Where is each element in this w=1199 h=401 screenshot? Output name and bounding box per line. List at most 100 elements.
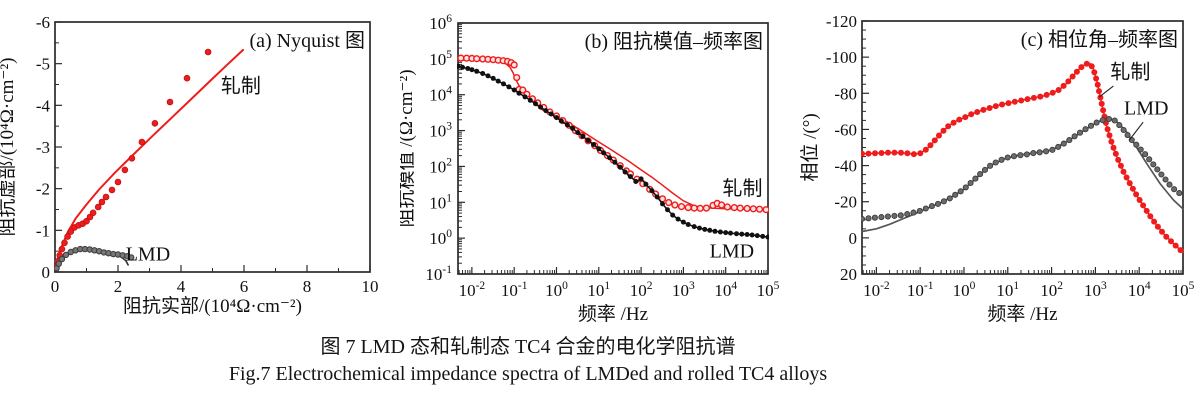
data-point — [1154, 166, 1161, 173]
data-point — [580, 133, 586, 139]
data-point — [1116, 122, 1123, 129]
data-point — [1158, 171, 1165, 178]
data-point — [684, 204, 692, 212]
data-point — [465, 66, 471, 71]
data-point — [511, 87, 517, 93]
data-point — [1098, 100, 1105, 107]
data-point — [1078, 64, 1085, 71]
data-point — [956, 116, 963, 123]
y-axis-label: 阻抗模值 /(Ω·cm⁻²) — [400, 69, 417, 227]
data-point — [1126, 180, 1133, 187]
data-point — [1093, 119, 1100, 126]
data-point — [739, 231, 745, 237]
tick-label: 100 — [429, 228, 452, 248]
data-point — [986, 105, 993, 111]
data-point — [931, 137, 938, 144]
data-point — [1172, 242, 1179, 249]
data-point — [1065, 78, 1072, 85]
tick-label: 10-2 — [863, 280, 890, 300]
tick-label: -6 — [36, 13, 50, 32]
data-point — [204, 48, 212, 56]
data-point — [1115, 156, 1122, 163]
data-point — [457, 54, 465, 62]
subplot-title: (a) Nyquist 图 — [249, 30, 365, 52]
tick-label: 105 — [757, 280, 780, 300]
data-point — [980, 106, 987, 113]
data-point — [910, 151, 917, 158]
data-point — [922, 205, 929, 212]
data-point — [665, 207, 670, 213]
data-point — [513, 73, 521, 82]
data-point — [570, 125, 576, 131]
data-point — [1176, 190, 1183, 197]
curve-label-LMD: LMD — [710, 241, 754, 263]
data-point — [1159, 228, 1165, 235]
curve-label-LMD: LMD — [126, 243, 170, 265]
data-point — [480, 71, 486, 76]
data-point — [665, 199, 673, 207]
data-point — [987, 162, 994, 169]
data-point — [485, 73, 491, 79]
data-point — [1120, 126, 1127, 134]
data-point — [62, 251, 70, 259]
data-point — [612, 159, 618, 165]
data-point — [670, 212, 676, 218]
data-point — [1069, 73, 1076, 80]
data-point — [1060, 140, 1067, 147]
data-point — [1087, 122, 1095, 129]
data-point — [1036, 149, 1043, 156]
data-point — [585, 138, 591, 143]
data-point — [1005, 100, 1012, 107]
data-point — [940, 198, 947, 205]
series-line — [54, 48, 245, 273]
curve-label-轧制: 轧制 — [723, 177, 763, 200]
data-point — [934, 200, 942, 207]
data-point — [1168, 238, 1174, 245]
data-point — [861, 150, 865, 157]
data-point — [765, 234, 769, 240]
data-point — [928, 203, 935, 210]
data-point — [1094, 81, 1101, 88]
curve-label-轧制: 轧制 — [1110, 61, 1150, 84]
data-point — [1154, 223, 1161, 230]
data-point — [548, 111, 554, 117]
data-point — [977, 171, 984, 178]
data-point — [1143, 207, 1150, 214]
data-point — [643, 181, 649, 187]
data-point — [591, 142, 596, 147]
tick-label: -40 — [834, 157, 857, 176]
data-point — [685, 222, 691, 227]
phase-angle-plot: 10-2 10-1 100 101 102 103 104 105 -120 -100 -80 -60… — [799, 12, 1195, 325]
data-point — [543, 108, 549, 114]
data-point — [891, 212, 898, 219]
data-point — [1105, 115, 1113, 123]
data-point — [1129, 185, 1136, 192]
data-point — [968, 111, 975, 118]
data-point — [1162, 176, 1169, 183]
data-point — [1151, 218, 1158, 225]
x-axis-label: 频率 /Hz — [578, 303, 648, 325]
data-point — [94, 203, 102, 211]
data-point — [1171, 186, 1178, 193]
data-point — [962, 114, 969, 121]
data-point — [967, 179, 974, 187]
data-point — [1023, 151, 1030, 158]
data-point — [55, 260, 62, 267]
data-point — [1076, 129, 1084, 136]
curve-label-LMD: LMD — [1124, 98, 1168, 120]
data-point — [865, 215, 872, 222]
data-point — [114, 178, 122, 186]
data-point — [950, 119, 957, 126]
data-point — [1043, 148, 1050, 155]
data-point — [675, 216, 681, 222]
data-point — [1166, 181, 1173, 188]
y-axis-label: 相位 /(°) — [799, 113, 821, 181]
tick-label: 10-1 — [425, 264, 452, 284]
data-point — [607, 155, 613, 161]
data-point — [760, 233, 766, 239]
series-rolled-line-dots — [861, 60, 1184, 254]
series-lmd-data-dots — [861, 115, 1183, 222]
data-point — [736, 204, 744, 212]
data-point — [102, 193, 110, 201]
data-point — [671, 201, 679, 209]
